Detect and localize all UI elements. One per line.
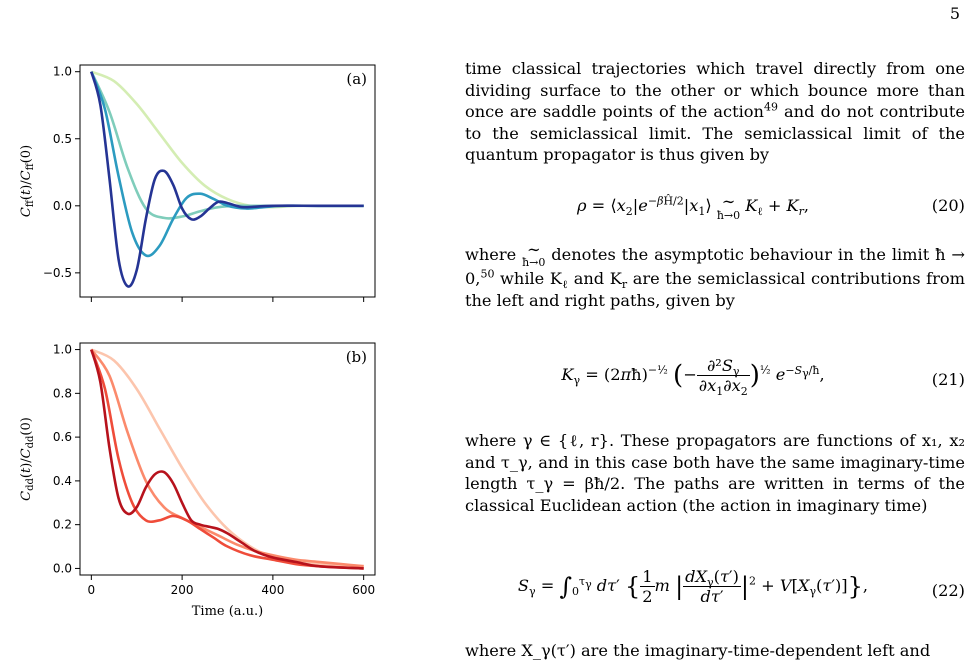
page-number: 5 — [949, 4, 960, 23]
equation-21-body: Kγ = (2πħ)−½ (− ∂²Sγ ∂x1∂x2)½ e−Sγ/ħ, — [561, 356, 825, 399]
y-tick-label: 0.0 — [53, 199, 72, 213]
y-tick-label: 0.5 — [53, 132, 72, 146]
series-line-3 — [90, 349, 364, 570]
series-line-2 — [90, 348, 364, 568]
paragraph-1-text-b: and do not contribute to the semiclassic… — [465, 102, 965, 165]
paragraph-2-text-e: are the semiclassical contributions from… — [465, 269, 965, 310]
panel-b: 0.0 0.2 0.4 0.6 0.8 1.0 0 200 400 600 (b) Cdd(t)/Cd… — [19, 342, 376, 619]
y-tick-label: 1.0 — [53, 65, 72, 79]
paragraph-2-text-a: where — [465, 245, 523, 264]
y-tick-label: 0.6 — [53, 430, 72, 444]
y-tick-label: −0.5 — [43, 266, 72, 280]
paragraph-2-text-c: while K — [494, 269, 562, 288]
figure: −0.50.00.51.0 (a)Cff(t)/Cff(0) 0.00.20.40… — [19, 64, 376, 619]
panel-label: (a) — [346, 70, 367, 88]
y-axis-label: Cdd(t)/Cdd(0) — [19, 417, 36, 501]
paragraph-1: time classical trajectories which travel… — [465, 58, 965, 166]
x-tick-label: 400 — [261, 583, 284, 597]
series-line-4 — [90, 71, 364, 288]
paragraph-2-text-d: and K — [568, 269, 622, 288]
equation-22-number: (22) — [931, 581, 965, 600]
equation-21-number: (21) — [931, 370, 965, 389]
ref-49: 49 — [763, 100, 778, 114]
paragraph-1-text: time classical trajectories which travel… — [465, 59, 965, 122]
x-tick-label: 200 — [171, 583, 194, 597]
equation-20-body: ρ = ⟨x2|e−βĤ/2|x1⟩ ∼ ħ→0 Kℓ + Kr, — [576, 192, 810, 222]
y-tick-label: 0.4 — [53, 474, 72, 488]
paragraph-4: where X_γ(τ′) are the imaginary-time-dep… — [465, 640, 965, 662]
series-line-1 — [90, 70, 364, 209]
y-tick-label: 0.0 — [53, 561, 72, 575]
ref-50: 50 — [480, 267, 495, 281]
paragraph-2: where ∼ ħ→0 denotes the asymptotic behavi… — [465, 240, 965, 310]
equation-22-body: Sγ = ∫0τγ dτ′ {1 2 m | dXγ(τ′) dτ′ |2 + V[Xγ(… — [517, 567, 869, 606]
y-tick-label: 0.8 — [53, 386, 72, 400]
y-axis-label: Cff(t)/Cff(0) — [19, 145, 36, 217]
series-line-2 — [90, 71, 364, 220]
equation-22: Sγ = ∫0τγ dτ′ {1 2 m | dXγ(τ′) dτ′ |2 + V[Xγ(… — [465, 563, 965, 623]
panel-label: (b) — [346, 348, 367, 366]
equation-20-number: (20) — [931, 196, 965, 215]
paragraph-3-text: where γ ∈ {ℓ, r}. These propagators are … — [465, 431, 965, 515]
panel-a: −0.5 0.0 0.5 1.0 (a) Cff(t)/Cff(0) — [19, 64, 376, 302]
equation-21: Kγ = (2πħ)−½ (− ∂²Sγ ∂x1∂x2)½ e−Sγ/ħ, (21) — [465, 356, 965, 406]
x-tick-label: 600 — [352, 583, 375, 597]
x-axis-label: Time (a.u.) — [192, 604, 264, 619]
y-tick-label: 0.2 — [53, 518, 72, 532]
equation-20: ρ = ⟨x2|e−βĤ/2|x1⟩ ∼ ħ→0 Kℓ + Kr, (20) — [465, 192, 965, 236]
plot-frame — [79, 64, 376, 298]
paragraph-3: where γ ∈ {ℓ, r}. These propagators are … — [465, 430, 965, 516]
paragraph-2-text-b: denotes the asymptotic behaviour in the … — [465, 245, 965, 288]
paragraph-4-text: where X_γ(τ′) are the imaginary-time-dep… — [465, 641, 931, 660]
x-tick-label: 0 — [88, 583, 96, 597]
plot-frame — [79, 342, 376, 576]
y-tick-label: 1.0 — [53, 343, 72, 357]
series-line-4 — [90, 349, 364, 570]
series-line-1 — [90, 348, 364, 568]
